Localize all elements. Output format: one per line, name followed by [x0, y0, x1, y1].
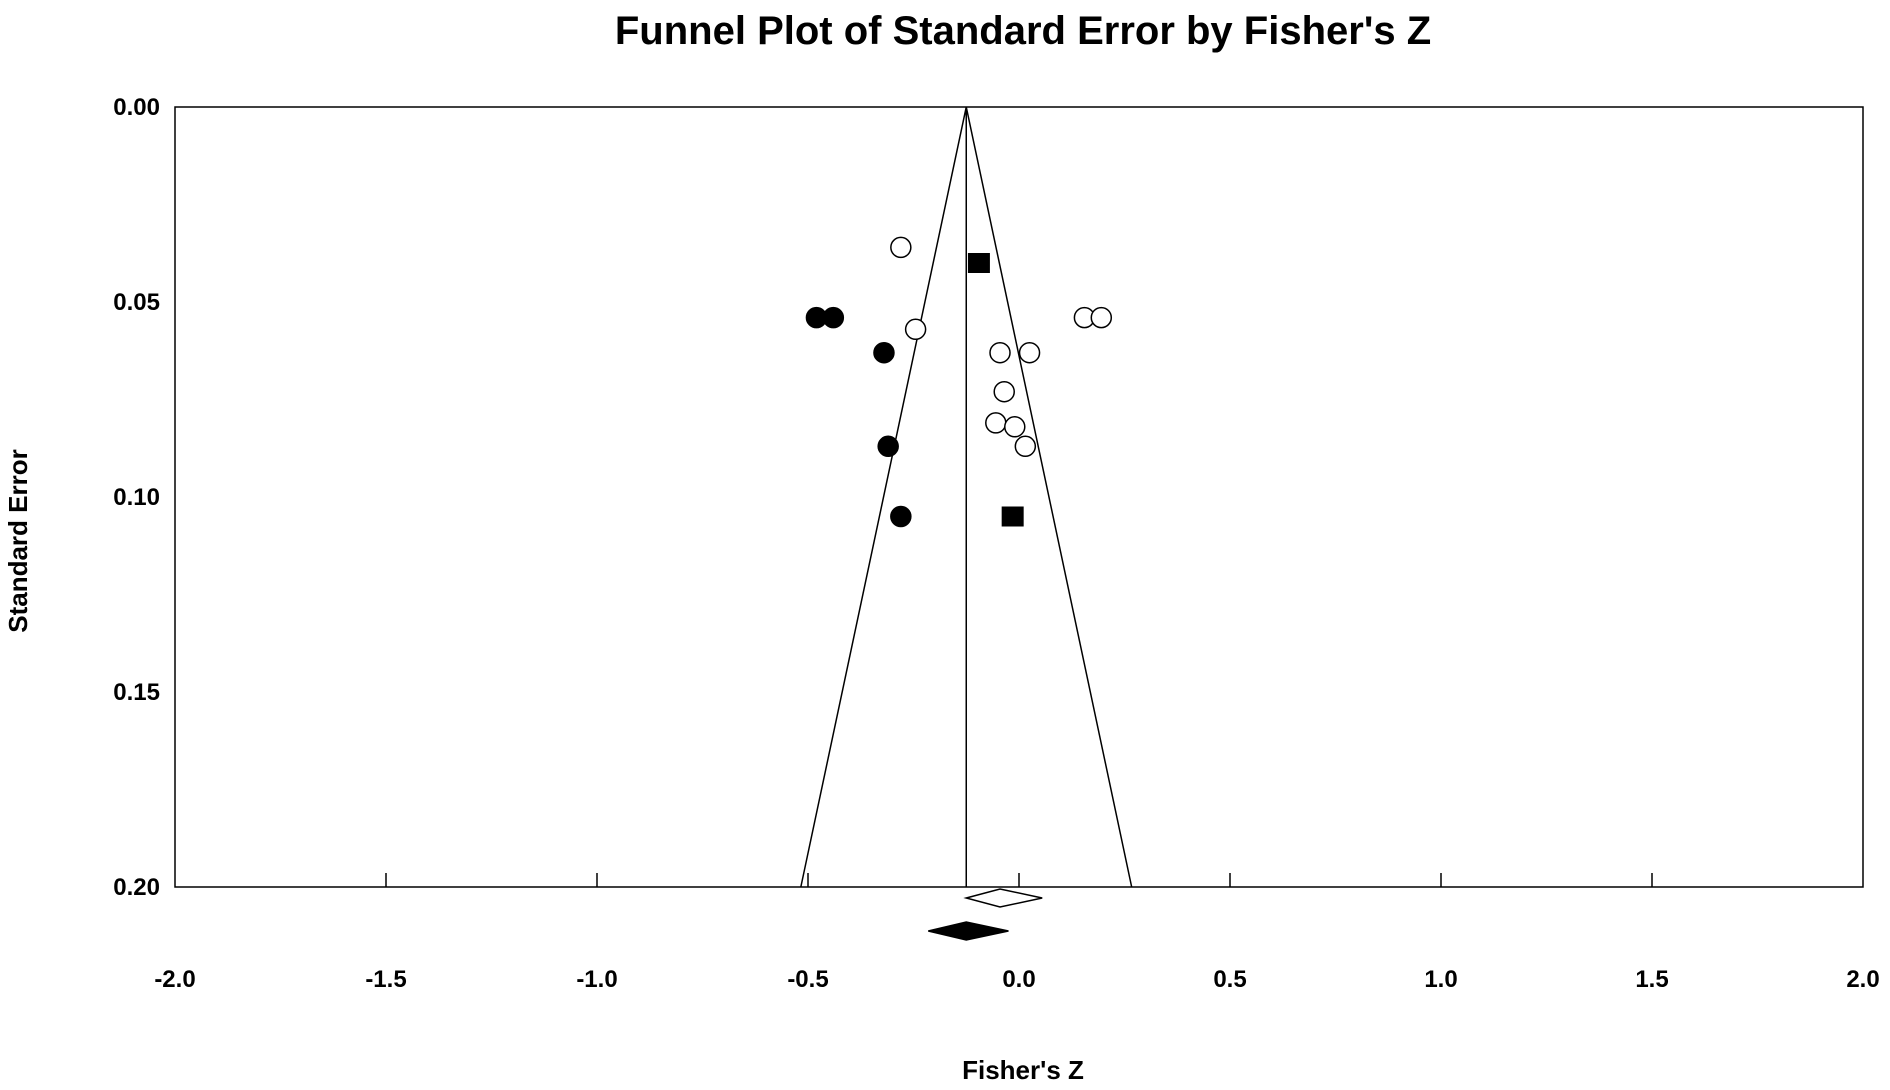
x-tick-label: 0.0: [1002, 966, 1035, 993]
data-point-open: [1014, 435, 1037, 458]
data-point-open: [890, 236, 912, 259]
data-point-open: [1018, 341, 1041, 364]
x-tick-label: -1.5: [365, 966, 406, 993]
funnel-left-bound: [800, 106, 967, 888]
funnel-lines: [800, 106, 1133, 888]
x-axis-ticks: -2.0 -1.5 -1.0 -0.5 0.0 0.5 1.0 1.5 2.0: [154, 873, 1880, 993]
data-point-filled: [873, 341, 895, 364]
y-tick-label: 0.00: [113, 94, 160, 121]
data-point-square: [967, 253, 990, 273]
y-tick-label: 0.05: [113, 289, 160, 316]
data-point-open: [904, 318, 927, 341]
data-points: [805, 236, 1113, 528]
data-point-open: [989, 341, 1011, 364]
data-point-filled: [877, 435, 899, 458]
x-tick-label: 2.0: [1846, 966, 1879, 993]
data-point-square: [1001, 506, 1024, 527]
x-tick-label: 1.0: [1424, 966, 1457, 993]
plot-frame: [174, 106, 1864, 888]
data-point-open: [993, 380, 1015, 403]
x-tick-label: -1.0: [576, 966, 617, 993]
chart-title: Funnel Plot of Standard Error by Fisher'…: [615, 9, 1431, 53]
data-point-open: [1090, 306, 1113, 329]
summary-diamond-filled: [928, 921, 1009, 941]
summary-diamonds: [928, 888, 1043, 941]
funnel-right-bound: [965, 106, 1133, 888]
y-tick-label: 0.15: [113, 679, 160, 706]
x-tick-label: -2.0: [154, 966, 195, 993]
x-tick-label: 1.5: [1635, 966, 1668, 993]
y-tick-label: 0.20: [113, 874, 160, 901]
y-axis-label: Standard Error: [3, 449, 33, 633]
x-axis-label: Fisher's Z: [962, 1055, 1084, 1085]
data-point-open: [985, 412, 1007, 434]
x-tick-label: -0.5: [787, 966, 828, 993]
x-tick-label: 0.5: [1213, 966, 1246, 993]
data-point-filled: [822, 306, 845, 329]
data-point-open: [1004, 416, 1026, 438]
summary-diamond-open: [963, 888, 1043, 908]
y-tick-label: 0.10: [113, 484, 160, 511]
data-point-filled: [890, 505, 912, 528]
y-axis-ticks: 0.00 0.05 0.10 0.15 0.20: [113, 94, 160, 901]
